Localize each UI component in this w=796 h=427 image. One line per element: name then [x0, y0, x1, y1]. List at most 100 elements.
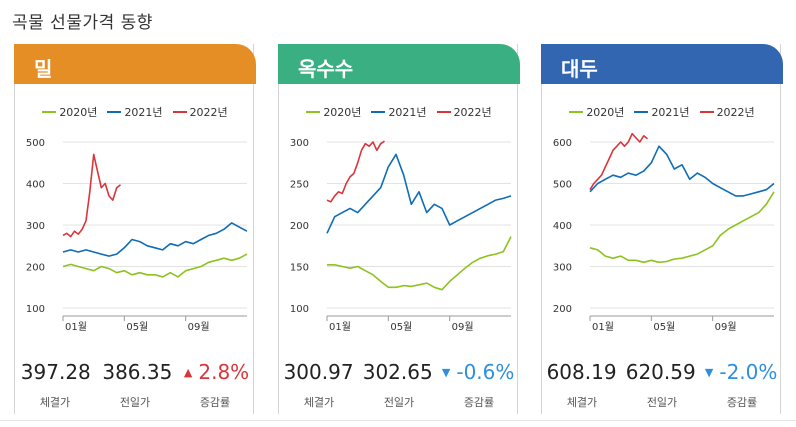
legend-swatch: [306, 111, 321, 113]
stat-labels: 체결가 전일가 증감률: [279, 394, 519, 410]
legend-swatch: [107, 111, 122, 113]
card-header: 밀: [14, 44, 256, 84]
y-tick-label: 400: [26, 180, 45, 191]
legend-label: 2021년: [124, 106, 163, 119]
legend-item: 2022년: [699, 104, 755, 120]
change-rate-label: 증감률: [199, 396, 231, 409]
arrow-down-icon: ▼: [441, 365, 451, 379]
legend-swatch: [42, 111, 57, 113]
price-values: 300.97 302.65 ▼ -0.6%: [279, 360, 519, 384]
stat-labels: 체결가 전일가 증감률: [15, 394, 255, 410]
stat-labels: 체결가 전일가 증감률: [542, 394, 782, 410]
legend-swatch: [569, 111, 584, 113]
y-tick-label: 150: [290, 263, 309, 274]
current-price: 300.97: [283, 360, 354, 384]
price-chart: 100 150 200 250 300 01월 05월 09월: [290, 138, 512, 333]
change-rate: ▲ 2.8%: [184, 360, 249, 384]
change-rate-value: -2.0%: [719, 360, 778, 384]
series-line: [589, 145, 775, 197]
x-tick-label: 09월: [715, 321, 737, 333]
legend-swatch: [371, 111, 386, 113]
commodity-card: 대두 2020년 2021년 2022년 200 300 400 500 600 01월 05월 09…: [541, 44, 783, 414]
current-price-label: 체결가: [303, 396, 335, 409]
legend-item: 2022년: [436, 104, 492, 120]
legend-item: 2020년: [306, 104, 361, 120]
y-tick-label: 600: [553, 138, 572, 149]
change-rate-label: 증감률: [726, 396, 758, 409]
y-tick-label: 300: [290, 138, 309, 149]
price-chart: 100 200 300 400 500 01월 05월 09월: [26, 138, 248, 333]
y-tick-label: 200: [553, 304, 572, 315]
legend-label: 2021년: [388, 106, 427, 119]
arrow-down-icon: ▼: [704, 365, 714, 379]
legend-swatch: [172, 111, 187, 113]
legend-item: 2022년: [172, 104, 228, 120]
previous-price-label: 전일가: [119, 396, 151, 409]
commodity-card: 옥수수 2020년 2021년 2022년 100 150 200 250 300 01월 05월 0…: [278, 44, 520, 414]
legend-item: 2021년: [107, 104, 163, 120]
x-tick-label: 09월: [188, 321, 210, 333]
arrow-up-icon: ▲: [183, 365, 193, 379]
x-tick-label: 05월: [390, 321, 412, 333]
series-line: [326, 140, 385, 203]
commodity-card: 밀 2020년 2021년 2022년 100 200 300 400 500 01월 05월 09월…: [14, 44, 256, 414]
card-header: 대두: [541, 44, 783, 84]
chart-legend: 2020년 2021년 2022년: [542, 104, 782, 120]
previous-price: 302.65: [362, 360, 433, 384]
legend-label: 2020년: [586, 106, 625, 119]
series-line: [62, 253, 248, 278]
legend-label: 2022년: [453, 106, 492, 119]
current-price: 608.19: [546, 360, 617, 384]
series-line: [589, 132, 648, 191]
y-tick-label: 300: [553, 263, 572, 274]
change-rate: ▼ -2.0%: [705, 360, 778, 384]
legend-item: 2021년: [371, 104, 427, 120]
y-tick-label: 200: [26, 263, 45, 274]
chart-legend: 2020년 2021년 2022년: [279, 104, 519, 120]
bottom-divider: [0, 420, 796, 421]
legend-label: 2020년: [59, 106, 98, 119]
legend-label: 2021년: [651, 106, 690, 119]
legend-item: 2020년: [569, 104, 624, 120]
y-tick-label: 400: [553, 221, 572, 232]
series-line: [62, 222, 248, 257]
y-tick-label: 500: [26, 138, 45, 149]
previous-price-label: 전일가: [383, 396, 415, 409]
change-rate-value: -0.6%: [456, 360, 515, 384]
change-rate-label: 증감률: [463, 396, 495, 409]
current-price-label: 체결가: [39, 396, 71, 409]
y-tick-label: 100: [26, 304, 45, 315]
legend-label: 2020년: [323, 106, 362, 119]
legend-item: 2020년: [42, 104, 97, 120]
legend-swatch: [436, 111, 451, 113]
chart-legend: 2020년 2021년 2022년: [15, 104, 255, 120]
page-title: 곡물 선물가격 동향: [12, 13, 153, 33]
previous-price: 620.59: [625, 360, 696, 384]
change-rate-value: 2.8%: [198, 360, 250, 384]
x-tick-label: 09월: [452, 321, 474, 333]
previous-price-label: 전일가: [646, 396, 678, 409]
price-values: 608.19 620.59 ▼ -2.0%: [542, 360, 782, 384]
y-tick-label: 500: [553, 180, 572, 191]
series-line: [327, 236, 512, 291]
y-tick-label: 300: [26, 221, 45, 232]
x-tick-label: 05월: [126, 321, 148, 333]
x-tick-label: 01월: [65, 321, 87, 333]
current-price: 397.28: [20, 360, 91, 384]
current-price-label: 체결가: [566, 396, 598, 409]
change-rate: ▼ -0.6%: [442, 360, 515, 384]
y-tick-label: 250: [290, 180, 309, 191]
x-tick-label: 05월: [653, 321, 675, 333]
price-values: 397.28 386.35 ▲ 2.8%: [15, 360, 255, 384]
series-line: [62, 153, 121, 238]
previous-price: 386.35: [102, 360, 173, 384]
series-line: [589, 191, 775, 264]
series-line: [326, 153, 512, 234]
x-tick-label: 01월: [592, 321, 614, 333]
price-chart: 200 300 400 500 600 01월 05월 09월: [553, 132, 775, 333]
legend-item: 2021년: [634, 104, 690, 120]
legend-swatch: [699, 111, 714, 113]
x-tick-label: 01월: [329, 321, 351, 333]
y-tick-label: 200: [290, 221, 309, 232]
legend-label: 2022년: [716, 106, 755, 119]
